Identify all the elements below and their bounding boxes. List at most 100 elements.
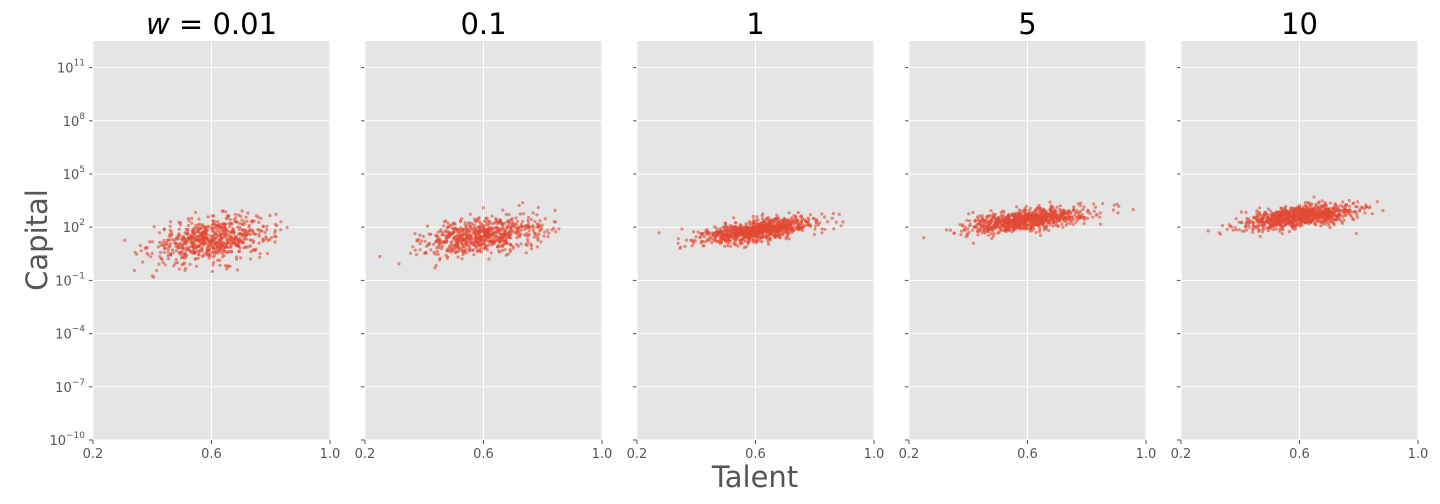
data-point [1070,215,1074,219]
data-point [1283,218,1287,222]
data-point [726,238,730,242]
data-point [187,219,191,223]
data-point [806,223,811,228]
data-point [504,238,508,243]
data-point [1060,222,1064,226]
data-point [452,227,456,231]
data-point [725,240,730,244]
data-point [472,243,476,247]
data-point [1240,221,1244,225]
x-tick-label: 0.2 [83,447,104,462]
data-point [1287,230,1291,234]
data-point [972,225,976,229]
data-point [132,268,136,273]
data-point [1116,211,1120,215]
data-point [532,229,536,233]
data-point [1368,205,1372,209]
data-point [767,232,771,236]
data-point [193,210,198,214]
data-point [1061,225,1065,229]
data-point [1289,223,1293,227]
data-point [248,229,252,233]
data-point [980,214,984,218]
data-point [161,241,165,245]
data-point [182,235,186,239]
data-point [922,236,926,240]
data-point [474,227,478,231]
data-point [168,242,172,246]
data-point [529,218,533,222]
data-point [1262,213,1266,217]
data-point [245,219,249,223]
data-point [1071,222,1075,226]
data-point [1077,212,1081,216]
data-point [800,214,804,218]
data-point [471,229,476,233]
data-point [1332,217,1337,221]
data-point [526,240,530,244]
data-point [250,238,254,242]
data-point [712,232,716,236]
data-point [965,233,970,238]
data-point [787,237,791,241]
data-point [823,215,827,219]
data-point [526,221,531,225]
data-point [198,222,202,226]
data-point [1008,223,1012,227]
data-point [1082,222,1086,226]
data-point [475,240,479,244]
data-point [760,225,764,229]
data-point [990,214,994,218]
data-point [524,251,528,255]
data-point [766,242,771,246]
x-tick-label: 1.0 [1408,447,1429,462]
data-point [1028,208,1032,213]
data-point [511,220,515,224]
data-point [515,242,519,246]
data-point [1072,205,1076,209]
data-point [222,228,226,232]
data-point [527,215,531,220]
data-point [1237,228,1241,232]
data-point [1316,213,1320,217]
data-point [1265,215,1270,219]
data-point [980,216,984,220]
data-point [831,211,835,216]
data-point [507,223,511,227]
data-point [1313,211,1317,215]
data-point [799,220,804,224]
data-point [216,220,220,224]
data-point [265,224,269,228]
data-point [498,237,503,241]
data-point [184,266,188,270]
data-point [531,227,535,231]
data-point [456,238,460,242]
data-point [1331,214,1335,218]
data-point [164,240,168,245]
data-point [1220,224,1224,228]
y-tick-label: 105 [63,165,85,183]
data-point [532,235,537,239]
data-point [508,249,512,254]
data-point [519,222,523,226]
scatter-points [922,200,1135,245]
data-point [209,234,213,238]
data-point [1054,221,1058,225]
data-point [207,254,211,258]
data-point [1092,202,1096,206]
data-point [713,225,717,229]
data-point [1339,204,1343,208]
data-point [490,243,494,247]
data-point [481,224,485,229]
data-point [274,212,278,216]
data-point [510,228,514,232]
data-point [240,241,244,245]
data-point [1274,220,1278,224]
data-point [1026,227,1030,231]
panel-title: 1 [746,7,764,41]
data-point [1086,208,1090,212]
data-point [183,253,187,257]
data-point [168,232,172,236]
data-point [249,250,253,254]
data-point [249,257,253,261]
